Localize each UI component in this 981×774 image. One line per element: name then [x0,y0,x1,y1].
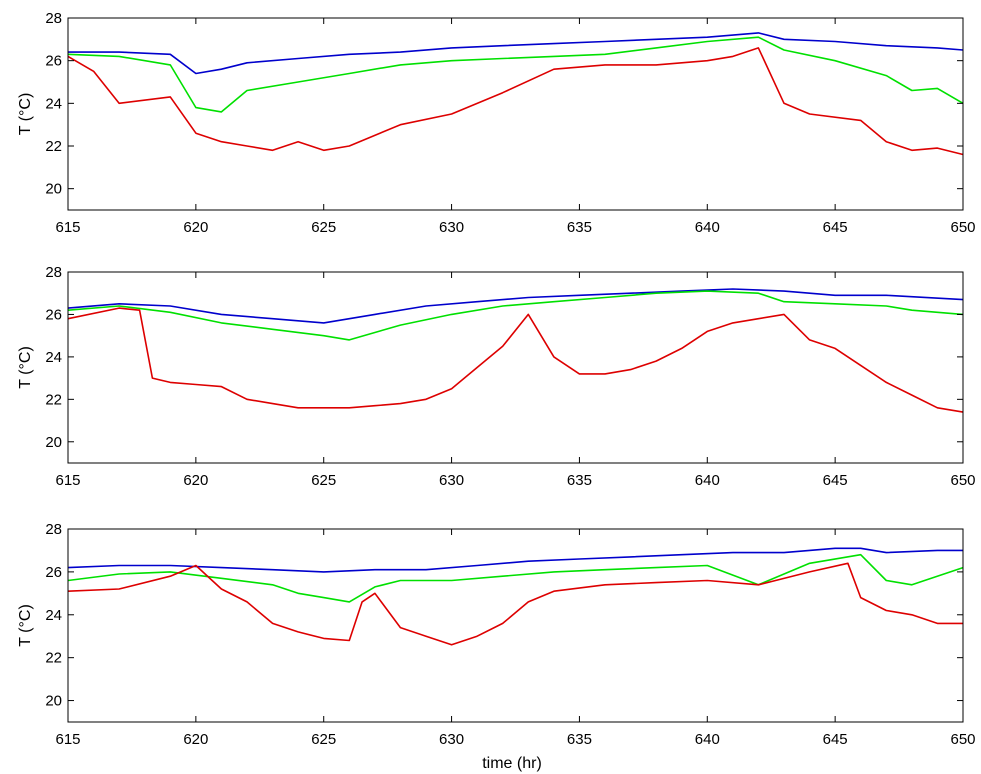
y-tick-label: 22 [45,138,62,155]
axes-frame [67,528,964,723]
x-tick-label: 640 [695,731,720,748]
y-tick-label: 26 [45,306,62,323]
x-tick-label: 620 [183,472,208,489]
y-tick-label: 24 [45,607,62,624]
x-tick-label: 615 [55,731,80,748]
y-tick-label: 28 [45,10,62,27]
series-line-red [67,47,964,156]
series-line-green [67,290,964,341]
panel-bottom: 615 620 625 630 635 640 645 650 20 22 24 26 28 T (°C) [17,521,976,748]
y-tick-label: 28 [45,264,62,281]
x-tick-label: 630 [439,219,464,236]
axes-frame [67,271,964,464]
x-tick-label: 615 [55,472,80,489]
y-tick-label: 26 [45,53,62,70]
x-tick-label: 615 [55,219,80,236]
x-tick-label: 650 [950,731,975,748]
y-tick-label: 22 [45,650,62,667]
x-tick-label: 620 [183,219,208,236]
x-tick-label: 635 [567,731,592,748]
panel-top: 615 620 625 630 635 640 645 650 20 22 24 26 28 T (°C) [17,10,976,236]
x-tick-label: 630 [439,731,464,748]
x-tick-label: 625 [311,472,336,489]
y-tick-label: 20 [45,181,62,198]
x-tick-label: 635 [567,472,592,489]
y-tick-label: 22 [45,391,62,408]
panel-middle: 615 620 625 630 635 640 645 650 20 22 24 26 28 T (°C) [17,264,976,489]
series-line-blue [67,288,964,324]
y-tick-label: 26 [45,564,62,581]
x-axis-label: time (hr) [482,755,542,772]
y-axis-label: T (°C) [17,346,34,389]
series-line-red [67,307,964,413]
x-tick-label: 645 [823,219,848,236]
x-tick-label: 625 [311,731,336,748]
x-tick-label: 640 [695,472,720,489]
y-tick-label: 20 [45,434,62,451]
x-tick-label: 625 [311,219,336,236]
y-tick-label: 28 [45,521,62,538]
x-tick-label: 635 [567,219,592,236]
series-line-green [67,553,964,603]
x-tick-label: 650 [950,219,975,236]
axes-frame [67,17,964,211]
x-tick-label: 650 [950,472,975,489]
y-tick-label: 20 [45,693,62,710]
y-axis-label: T (°C) [17,604,34,647]
x-tick-label: 645 [823,472,848,489]
x-tick-label: 620 [183,731,208,748]
x-tick-label: 640 [695,219,720,236]
x-tick-label: 630 [439,472,464,489]
y-tick-label: 24 [45,95,62,112]
series-line-green [67,36,964,113]
series-line-red [67,562,963,646]
series-line-blue [68,32,964,75]
y-axis-label: T (°C) [17,93,34,136]
y-tick-label: 24 [45,349,62,366]
series-line-blue [67,547,963,573]
x-tick-label: 645 [823,731,848,748]
